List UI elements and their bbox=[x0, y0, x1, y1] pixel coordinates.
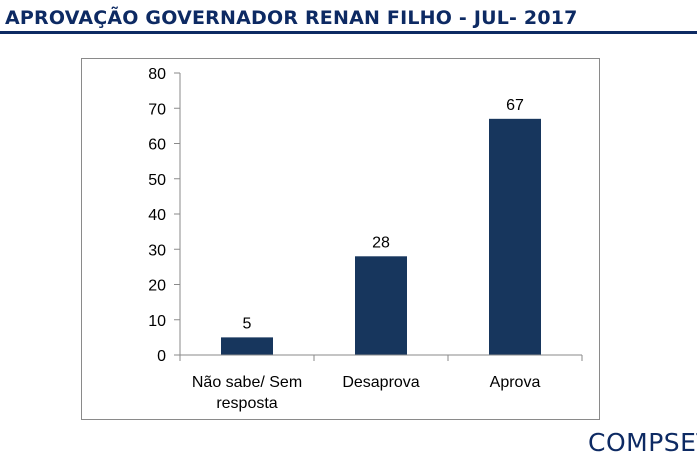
bar-value-label: 28 bbox=[372, 234, 390, 251]
y-tick-label: 40 bbox=[148, 207, 166, 224]
y-tick-label: 0 bbox=[157, 348, 166, 365]
y-tick-label: 70 bbox=[148, 101, 166, 118]
chart-frame bbox=[81, 58, 600, 420]
bar bbox=[489, 118, 541, 355]
x-category-label: Não sabe/ Sem resposta bbox=[192, 374, 302, 412]
y-tick-label: 10 bbox=[148, 313, 166, 330]
y-tick-label: 30 bbox=[148, 242, 166, 259]
bars bbox=[221, 118, 541, 355]
x-category-label: Aprova bbox=[490, 374, 541, 391]
bar-value-label: 67 bbox=[506, 97, 524, 114]
title-underline bbox=[0, 31, 697, 34]
bar bbox=[355, 256, 407, 355]
page-title: APROVAÇÃO GOVERNADOR RENAN FILHO - JUL- … bbox=[5, 7, 578, 29]
y-axis: 0 10 20 30 40 50 60 70 80 bbox=[148, 66, 181, 365]
y-tick-label: 60 bbox=[148, 137, 166, 154]
bar-value-label: 5 bbox=[243, 315, 252, 332]
y-tick-label: 20 bbox=[148, 278, 166, 295]
brand-logo: COMPSET bbox=[588, 428, 697, 457]
bar bbox=[221, 337, 273, 355]
x-axis: Não sabe/ Sem resposta Desaprova Aprova bbox=[179, 354, 583, 412]
x-category-label: Desaprova bbox=[342, 374, 419, 391]
y-tick-label: 80 bbox=[148, 66, 166, 83]
data-labels: 5 28 67 bbox=[243, 97, 524, 333]
y-tick-label: 50 bbox=[148, 172, 166, 189]
